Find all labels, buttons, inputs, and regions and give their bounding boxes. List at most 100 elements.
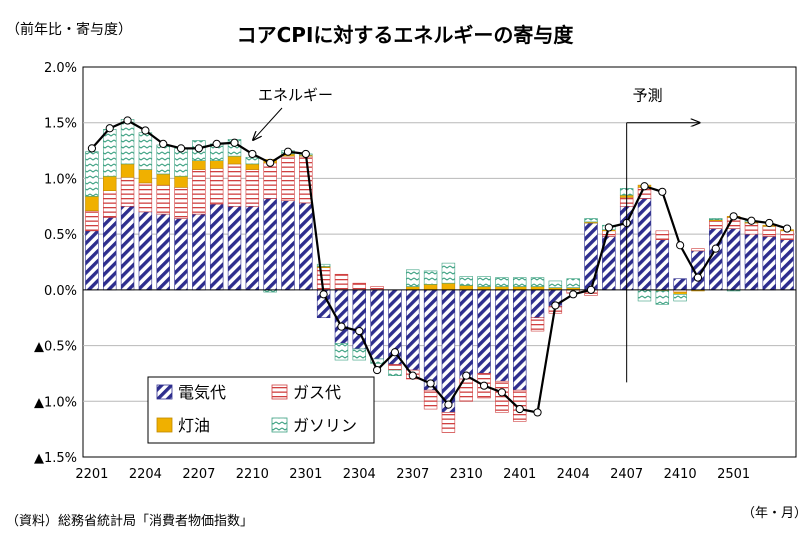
energy-line: [91, 119, 788, 414]
bar-kero-2206: [174, 175, 188, 188]
bar-kero-2207: [192, 160, 206, 170]
bar-kero-2310: [459, 285, 473, 291]
bar-elec-2502: [744, 233, 759, 291]
bar-elec-2201: [85, 230, 99, 291]
bar-gas-2303: [334, 273, 349, 291]
bar-gaso-2410: [673, 294, 687, 302]
bar-gas-2312: [495, 380, 509, 413]
bar-elec-2203: [120, 205, 135, 291]
bar-gaso-2204: [138, 132, 153, 170]
bar-elec-2308: [423, 289, 438, 391]
bar-gaso-2412: [709, 218, 723, 220]
energy-point-2309: [444, 400, 453, 409]
legend-label-gas: ガス代: [293, 383, 341, 402]
energy-point-2212: [283, 147, 293, 156]
y-tick-label: ▲0.5%: [34, 340, 77, 355]
energy-point-2208: [212, 139, 221, 148]
energy-point-2206: [176, 144, 186, 153]
energy-point-2504: [782, 224, 792, 233]
bar-elec-2305: [370, 289, 384, 360]
bar-gaso-2308: [423, 270, 438, 285]
energy-point-2201: [87, 144, 97, 153]
energy-point-2203: [123, 116, 132, 125]
bar-gaso-2310: [459, 276, 473, 286]
bar-elec-2212: [281, 200, 295, 291]
bar-gas-2210: [245, 169, 260, 207]
bar-gaso-2305: [370, 358, 384, 364]
energy-point-2211: [266, 158, 275, 167]
energy-point-2501: [729, 212, 738, 221]
bar-elec-2208: [209, 203, 224, 291]
bar-kero-2307: [406, 286, 420, 291]
bar-gas-2203: [120, 177, 135, 207]
bar-kero-2201: [85, 195, 99, 212]
y-tick-label: ▲1.0%: [34, 395, 77, 410]
y-tick-label: 2.0%: [44, 61, 77, 76]
y-tick-label: 1.5%: [44, 117, 77, 132]
bar-gaso-2201: [85, 151, 99, 197]
energy-point-2408: [640, 182, 649, 191]
energy-point-2305: [373, 365, 382, 375]
energy-annotation-arrow: [253, 107, 283, 140]
energy-point-2308: [426, 379, 435, 388]
y-tick-label: 1.0%: [44, 172, 77, 187]
bar-kero-2311: [477, 286, 491, 291]
bar-kero-2312: [495, 286, 509, 291]
energy-point-2310: [462, 371, 471, 380]
energy-point-2410: [676, 241, 685, 250]
energy-line-group: [87, 116, 792, 417]
bar-gas-2201: [85, 210, 99, 232]
bar-elec-2206: [174, 218, 188, 291]
energy-point-2301: [301, 149, 310, 159]
x-tick-label: 2201: [75, 467, 108, 482]
bar-elec-2409: [655, 239, 670, 291]
bar-gaso-2304: [352, 348, 367, 361]
energy-point-2312: [497, 388, 506, 397]
x-tick-label: 2204: [129, 467, 162, 482]
bar-gaso-2307: [406, 269, 420, 287]
bar-elec-2401: [512, 289, 527, 391]
bar-elec-2310: [459, 289, 473, 380]
bar-gaso-2206: [174, 148, 188, 177]
bar-gaso-2203: [120, 119, 135, 165]
bar-gas-2308: [423, 389, 438, 410]
bar-elec-2210: [245, 205, 260, 291]
energy-point-2406: [604, 223, 613, 232]
bar-gas-2204: [138, 182, 153, 213]
bar-elec-2504: [780, 239, 794, 291]
energy-point-2311: [479, 381, 489, 390]
bar-gas-2208: [209, 168, 224, 205]
x-tick-label: 2401: [503, 467, 536, 482]
legend-swatch-gaso: [271, 417, 288, 433]
bar-gas-2211: [263, 162, 277, 199]
bar-gas-2409: [655, 230, 670, 241]
bar-kero-2309: [441, 282, 456, 291]
bar-gaso-2205: [156, 144, 170, 175]
bar-kero-2208: [209, 160, 224, 169]
energy-point-2303: [337, 322, 346, 331]
bar-kero-2205: [156, 173, 170, 186]
bar-gas-2411: [691, 248, 705, 252]
bar-gaso-2405: [584, 218, 598, 223]
energy-point-2401: [515, 404, 524, 414]
bar-gas-2206: [174, 187, 188, 219]
bar-gaso-2409: [655, 290, 670, 305]
legend-box: [147, 376, 375, 444]
bar-gaso-2306: [388, 369, 402, 376]
x-tick-label: 2301: [289, 467, 322, 482]
bar-gaso-2404: [566, 278, 580, 288]
x-tick-label: 2407: [610, 467, 643, 482]
energy-point-2207: [194, 144, 203, 153]
y-tick-label: 0.5%: [44, 228, 77, 243]
bar-gas-2304: [352, 282, 367, 291]
bar-gaso-2303: [334, 343, 349, 361]
x-tick-label: 2304: [343, 467, 376, 482]
y-axis-unit-label: （前年比・寄与度）: [6, 21, 132, 38]
bar-kero-2210: [245, 163, 260, 170]
bar-elec-2312: [495, 289, 509, 382]
x-tick-label: 2310: [450, 467, 483, 482]
bar-kero-2410: [673, 291, 687, 295]
x-tick-label: 2410: [664, 467, 697, 482]
bar-elec-2205: [156, 213, 170, 291]
